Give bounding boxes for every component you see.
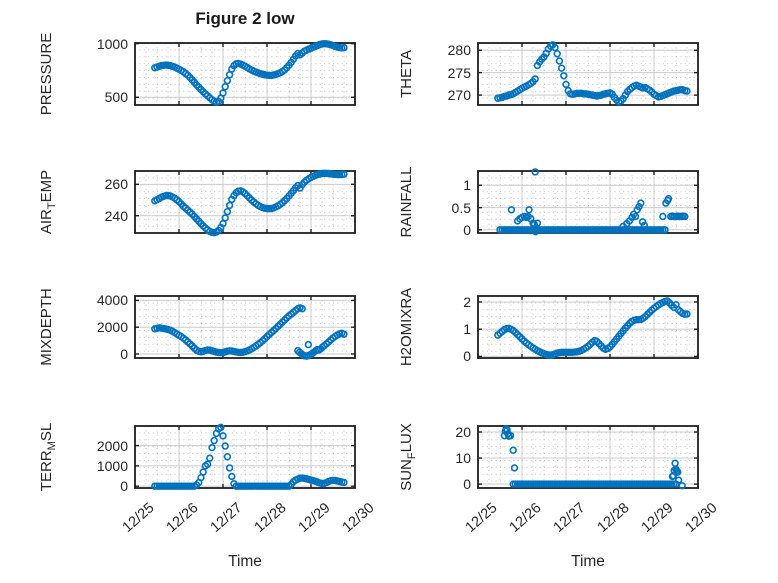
subplot-pressure: PRESSURE 500 1000 (38, 33, 356, 115)
x-axis-label-left: Time (228, 553, 262, 570)
subplot-mixdepth: MIXDEPTH 0 2000 4000 (38, 288, 356, 366)
y-tick-label: 240 (104, 207, 128, 224)
y-tick-labels: 0 1 2 (407, 293, 471, 364)
y-tick-label: 10 (455, 450, 471, 467)
y-tick-labels: 0 10 20 (407, 424, 471, 492)
plot-area-mixdepth (134, 295, 356, 360)
y-tick-labels: 0 2000 4000 (64, 292, 128, 362)
y-tick-label: 0 (463, 348, 471, 365)
data-markers (500, 425, 686, 490)
y-tick-label: 20 (455, 424, 471, 440)
major-grid (135, 171, 355, 233)
data-markers (151, 169, 348, 237)
plot-area-pressure (134, 39, 356, 106)
y-tick-labels: 0 1000 2000 (64, 426, 128, 495)
y-tick-label: 1 (463, 321, 471, 338)
axes-frame (134, 170, 356, 234)
y-tick-label: 270 (447, 87, 471, 104)
y-label-subscript: T (46, 202, 58, 210)
y-tick-labels: 240 260 (64, 171, 128, 233)
plot-area-sun-flux (477, 425, 699, 490)
y-label-text: PRESSURE (38, 32, 55, 116)
y-tick-labels: 270 275 280 (407, 42, 471, 105)
y-tick-label: 0 (463, 221, 471, 238)
plot-area-airtemp (134, 169, 356, 237)
minor-grid (135, 426, 355, 488)
y-label-text: MIXDEPTH (38, 288, 55, 366)
y-axis-label-airtemp: AIRTEMP (38, 170, 58, 234)
y-tick-labels: 500 1000 (64, 36, 128, 106)
y-axis-label-terr-msl: TERRMSL (38, 423, 58, 491)
data-markers (151, 304, 348, 360)
y-tick-label: 0.5 (451, 199, 471, 216)
axes-frame (477, 425, 699, 489)
subplot-terr-msl: TERRMSL 0 1000 2000 12/25 12/26 12/27 12/28 12… (38, 423, 377, 536)
major-grid (135, 296, 355, 358)
data-markers (496, 168, 689, 236)
figure-title: Figure 2 low (195, 9, 295, 28)
y-tick-label: 280 (447, 42, 471, 59)
y-tick-label: 0 (463, 476, 471, 493)
y-tick-label: 1000 (96, 457, 128, 474)
plot-area-terr-msl (134, 423, 356, 490)
y-label-text: SL (38, 422, 55, 442)
x-axis-label-right: Time (571, 553, 605, 570)
axes-frame (134, 42, 356, 106)
plot-area-h2omixra (477, 295, 699, 359)
y-axis-label-pressure: PRESSURE (38, 33, 58, 116)
y-tick-label: 275 (447, 64, 471, 81)
y-tick-label: 500 (104, 89, 128, 106)
plot-area-rainfall (477, 168, 699, 236)
y-tick-label: 2000 (96, 437, 128, 454)
plot-area-theta (477, 41, 699, 106)
y-tick-label: 0 (120, 478, 128, 495)
y-tick-label: 260 (104, 176, 128, 193)
data-markers (494, 41, 691, 106)
y-tick-label: 0 (120, 345, 128, 362)
y-tick-labels: 0 0.5 1 (407, 171, 471, 238)
minor-grid (135, 171, 355, 233)
axes-frame (477, 295, 699, 359)
subplot-airtemp: AIRTEMP 240 260 (38, 169, 356, 237)
data-markers (151, 39, 348, 106)
major-grid (478, 426, 698, 488)
y-tick-label: 4000 (96, 292, 128, 309)
y-tick-label: 2 (463, 293, 471, 310)
data-markers (494, 297, 691, 359)
axes-frame (134, 295, 356, 359)
axes-frame (477, 42, 699, 106)
subplot-rainfall: RAINFALL 0 0.5 1 (398, 167, 699, 238)
y-label-text: EMP (38, 169, 55, 203)
y-tick-label: 1 (463, 177, 471, 194)
y-label-text: AIR (38, 209, 55, 235)
y-tick-label: 2000 (96, 319, 128, 336)
subplot-theta: THETA 270 275 280 (398, 41, 699, 106)
y-axis-label-mixdepth: MIXDEPTH (38, 288, 58, 366)
y-label-text: TERR (38, 450, 55, 492)
data-markers (151, 423, 348, 490)
subplot-sun-flux: SUNFLUX 0 10 20 12/25 12/26 12/27 12/28 12/29 1… (398, 423, 720, 536)
y-tick-label: 1000 (96, 35, 128, 52)
minor-grid (135, 43, 355, 105)
y-label-subscript: M (46, 441, 58, 451)
